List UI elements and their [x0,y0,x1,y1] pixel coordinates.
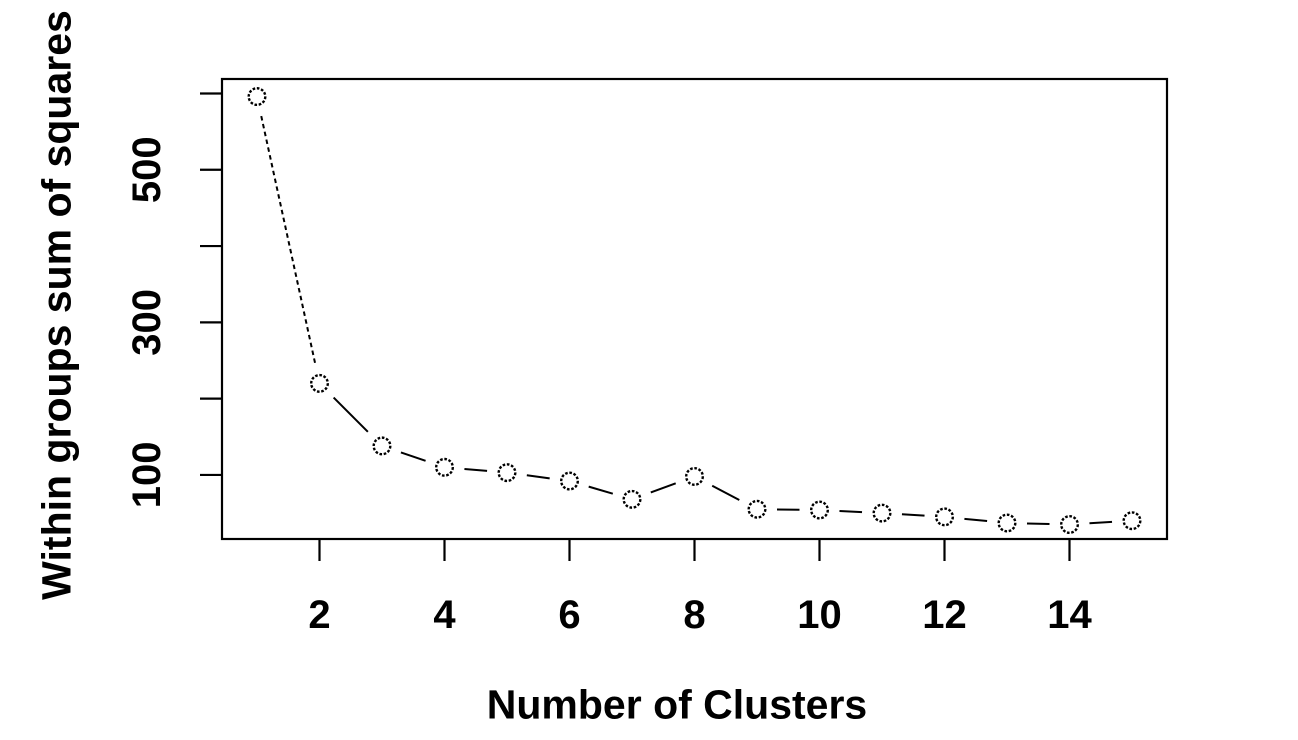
series-segment [464,467,488,472]
data-point-k4 [435,457,455,477]
series-segment [332,396,369,433]
data-point-k13 [997,513,1017,533]
y-tick-label: 100 [125,442,169,509]
data-point-k9 [747,499,767,519]
data-point-k15 [1122,511,1142,531]
series-segment [901,513,925,517]
data-point-k3 [372,436,392,456]
series-segment [964,517,988,523]
data-point-k1 [247,87,267,107]
series-segment [1026,522,1050,526]
series-segment [588,485,614,495]
data-point-k2 [310,373,330,393]
data-point-k7 [622,489,642,509]
x-axis-title: Number of Clusters [486,681,868,728]
series-segment [839,509,863,514]
data-point-k14 [1059,515,1079,535]
series-segment [711,484,740,501]
x-tick-label: 6 [558,593,580,637]
x-tick-label: 12 [922,593,967,637]
data-point-k8 [685,466,705,486]
y-axis-title: Within groups sum of squares [33,10,80,600]
y-tick-label: 300 [125,289,169,356]
x-tick-label: 10 [797,593,842,637]
series-segment [1089,520,1113,525]
data-point-k10 [810,500,830,520]
x-tick-label: 14 [1047,593,1092,637]
data-point-k5 [497,463,517,483]
series-segment [260,115,317,365]
series-segment [400,451,426,462]
x-tick-label: 8 [683,593,705,637]
x-tick-label: 4 [433,593,456,637]
x-tick-label: 2 [308,593,330,637]
data-point-k11 [872,503,892,523]
y-tick-label: 500 [125,136,169,203]
series-segment [650,482,677,494]
data-point-k6 [560,471,580,491]
series-segment [526,474,550,480]
data-point-k12 [935,507,955,527]
